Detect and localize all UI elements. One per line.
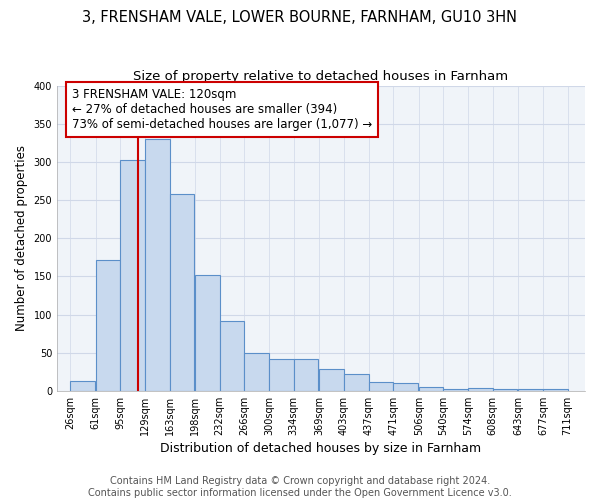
Bar <box>468 388 493 391</box>
Bar <box>120 160 145 391</box>
Text: 3 FRENSHAM VALE: 120sqm
← 27% of detached houses are smaller (394)
73% of semi-d: 3 FRENSHAM VALE: 120sqm ← 27% of detache… <box>71 88 372 131</box>
Bar <box>493 390 517 391</box>
Bar <box>393 383 418 391</box>
Title: Size of property relative to detached houses in Farnham: Size of property relative to detached ho… <box>133 70 509 83</box>
Bar <box>543 390 568 391</box>
Bar <box>170 194 194 391</box>
Bar <box>419 387 443 391</box>
Bar <box>220 320 244 391</box>
Bar <box>70 381 95 391</box>
Bar <box>269 359 294 391</box>
Bar <box>244 352 269 391</box>
Bar <box>95 260 120 391</box>
Text: Contains HM Land Registry data © Crown copyright and database right 2024.
Contai: Contains HM Land Registry data © Crown c… <box>88 476 512 498</box>
Bar <box>368 382 393 391</box>
Bar <box>145 139 170 391</box>
X-axis label: Distribution of detached houses by size in Farnham: Distribution of detached houses by size … <box>160 442 482 455</box>
Bar <box>344 374 368 391</box>
Y-axis label: Number of detached properties: Number of detached properties <box>15 145 28 331</box>
Bar <box>443 390 468 391</box>
Bar <box>195 275 220 391</box>
Text: 3, FRENSHAM VALE, LOWER BOURNE, FARNHAM, GU10 3HN: 3, FRENSHAM VALE, LOWER BOURNE, FARNHAM,… <box>83 10 517 25</box>
Bar <box>518 390 543 391</box>
Bar <box>294 359 319 391</box>
Bar <box>319 370 344 391</box>
